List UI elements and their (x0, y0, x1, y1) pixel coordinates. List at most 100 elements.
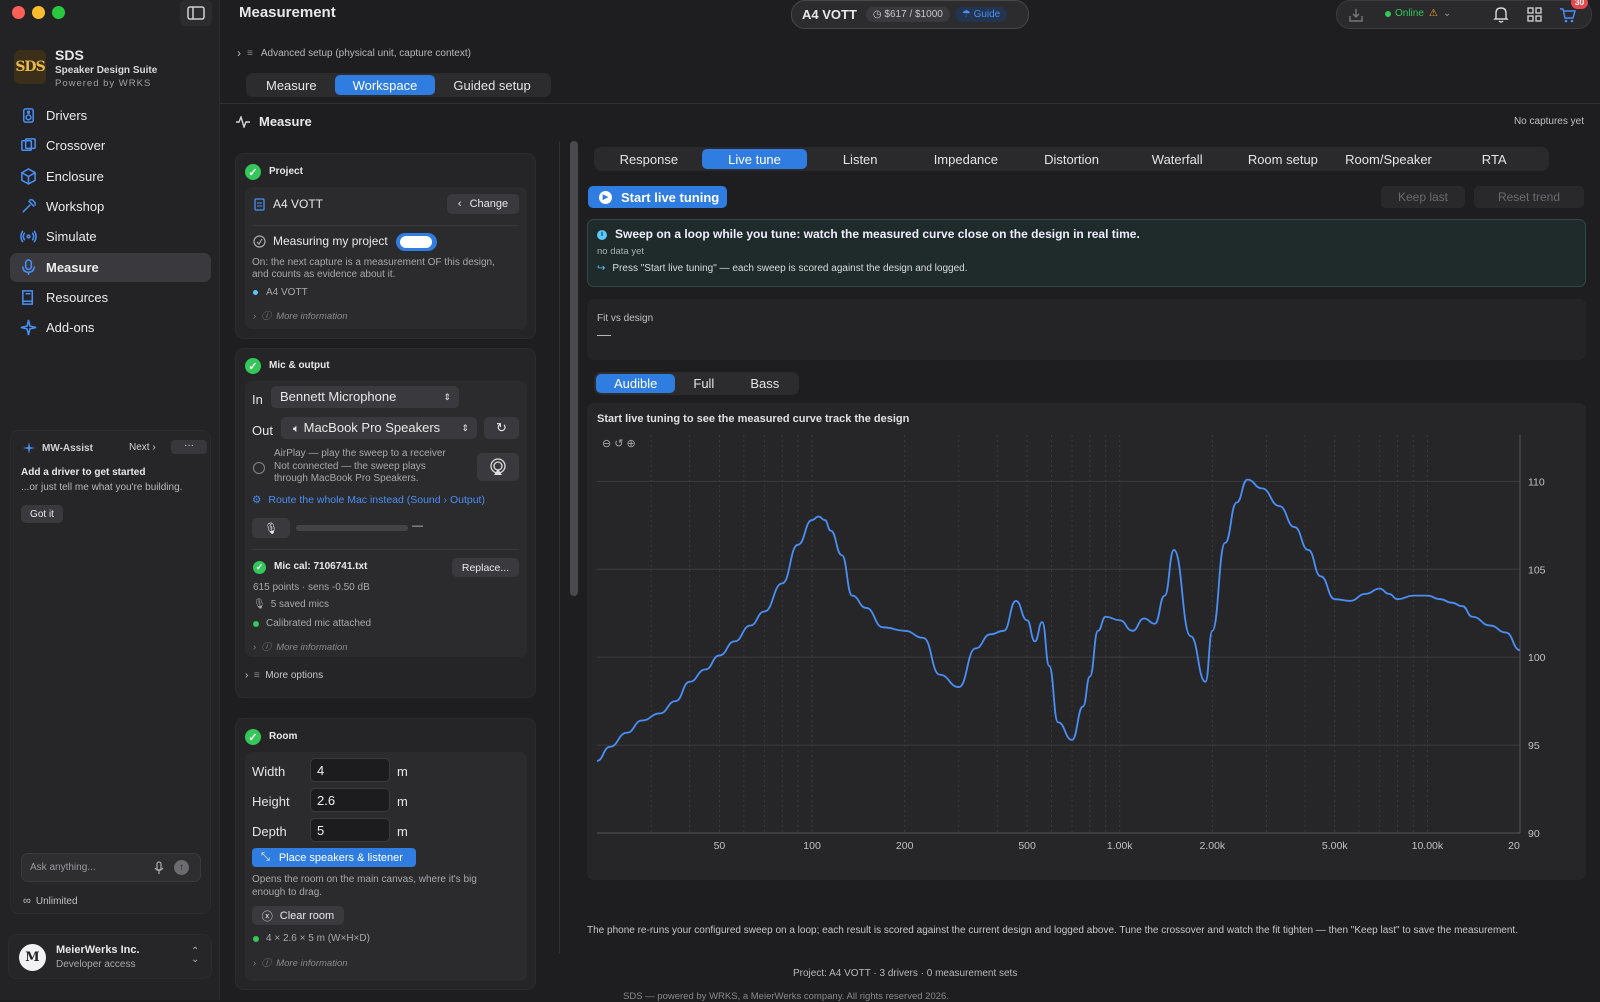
height-input[interactable]: 2.6 (310, 788, 390, 812)
more-options-toggle[interactable]: › ≡ More options (245, 670, 324, 681)
sidebar-item-simulate[interactable]: Simulate (10, 222, 211, 251)
tab-waterfall[interactable]: Waterfall (1151, 152, 1203, 167)
sidebar-item-workshop[interactable]: Workshop (10, 192, 211, 221)
replace-cal-button[interactable]: Replace... (452, 558, 519, 577)
tab-distortion[interactable]: Distortion (1044, 152, 1099, 167)
zoom-window-button[interactable] (52, 6, 65, 19)
plan-label: Unlimited (35, 895, 78, 907)
change-label: Change (469, 198, 509, 210)
output-device-select[interactable]: 🔈︎ MacBook Pro Speakers ⇕ (281, 417, 477, 439)
account-switcher[interactable]: M MeierWerks Inc. Developer access ⌃ ⌄ (8, 934, 212, 979)
chevron-updown-icon: ⇕ (461, 423, 469, 433)
x-tick-label: 50 (714, 840, 726, 852)
sidebar-item-add-ons[interactable]: Add-ons (10, 313, 211, 342)
zoom-out-icon[interactable]: ⊖ (602, 438, 612, 450)
airplay-icon (490, 458, 506, 475)
height-label: Height (252, 794, 290, 809)
width-unit: m (397, 764, 408, 779)
online-status[interactable]: Online ⚠ ⌄ (1385, 8, 1451, 19)
send-icon[interactable]: ↑ (174, 860, 189, 875)
more-info-toggle[interactable]: › ⓘ More information (253, 642, 348, 653)
tab-workspace[interactable]: Workspace (334, 75, 436, 95)
depth-input[interactable]: 5 (310, 818, 390, 842)
account-role: Developer access (56, 959, 136, 970)
reset-trend-button[interactable]: Reset trend (1474, 186, 1584, 208)
tab-room-speaker[interactable]: Room/Speaker (1345, 152, 1432, 167)
assist-more-button[interactable]: ··· (171, 440, 207, 454)
tab-room-setup[interactable]: Room setup (1247, 152, 1318, 167)
assist-next-button[interactable]: Next › (129, 442, 156, 453)
route-mac-link[interactable]: ⚙ Route the whole Mac instead (Sound › Ou… (252, 494, 485, 506)
scrollbar-thumb[interactable] (570, 141, 578, 596)
tab-rta[interactable]: RTA (1481, 152, 1507, 167)
place-desc-2: enough to drag. (252, 887, 323, 898)
sidebar-item-enclosure[interactable]: Enclosure (10, 162, 211, 191)
advanced-setup-toggle[interactable]: › ≡ Advanced setup (physical unit, captu… (237, 46, 471, 60)
level-value: — (412, 520, 423, 532)
saved-mics-label: 5 saved mics (270, 599, 330, 610)
project-pill[interactable]: A4 VOTT ◷ $617 / $1000 ☂ Guide (791, 0, 1029, 29)
grid-icon[interactable] (1527, 7, 1542, 22)
tab-listen[interactable]: Listen (842, 152, 878, 167)
infinity-icon: ∞ (23, 895, 31, 907)
measuring-toggle[interactable] (396, 233, 437, 251)
main-content: Measurement A4 VOTT ◷ $617 / $1000 ☂ Gui… (220, 0, 1600, 1002)
start-live-tuning-button[interactable]: ▶ Start live tuning (588, 186, 727, 208)
saved-mics[interactable]: 🎙︎ 5 saved mics (253, 599, 329, 610)
tab-measure[interactable]: Measure (266, 77, 317, 93)
assist-input[interactable]: Ask anything... ↑ (21, 853, 201, 882)
minimize-window-button[interactable] (32, 6, 45, 19)
input-device-select[interactable]: Bennett Microphone ⇕ (271, 386, 459, 408)
zoom-in-icon[interactable]: ⊕ (626, 438, 636, 450)
chevron-left-icon: ‹ (457, 198, 462, 210)
place-speakers-button[interactable]: ⤡ Place speakers & listener (252, 848, 416, 867)
room-dims: 4 × 2.6 × 5 m (W×H×D) (266, 933, 370, 944)
cart-icon[interactable] (1559, 7, 1576, 23)
range-tabs: Audible Full Bass (594, 372, 800, 395)
more-options-label: More options (265, 670, 324, 681)
tab-response[interactable]: Response (619, 152, 679, 167)
tab-guided-setup[interactable]: Guided setup (453, 77, 531, 93)
guide-button[interactable]: ☂ Guide (954, 7, 1008, 22)
sidebar-item-label: Workshop (46, 198, 105, 214)
tab-live-tune[interactable]: Live tune (701, 149, 808, 169)
close-circle-icon: ⓧ (261, 910, 273, 923)
status-dot-icon (1385, 10, 1391, 17)
project-tag: A4 VOTT (266, 287, 308, 298)
sidebar-item-crossover[interactable]: Crossover (10, 131, 211, 160)
width-input[interactable]: 4 (310, 758, 390, 782)
more-info-label: More information (276, 958, 348, 969)
sidebar-item-drivers[interactable]: Drivers (10, 101, 211, 130)
mic-level-button[interactable]: 🎙︎ (252, 518, 290, 538)
y-tick-label: 110 (1528, 476, 1545, 488)
column-divider (559, 141, 560, 953)
bell-icon[interactable] (1493, 6, 1509, 23)
range-tab-bass[interactable]: Bass (750, 376, 780, 391)
change-project-button[interactable]: ‹ Change (447, 194, 519, 214)
got-it-button[interactable]: Got it (21, 505, 63, 523)
captures-status: No captures yet (1513, 116, 1584, 127)
footer-project: Project: A4 VOTT · 3 drivers · 0 measure… (793, 968, 1018, 979)
toggle-sidebar-button[interactable] (180, 0, 212, 26)
response-chart[interactable]: 50 100 200 500 1.00k 2.00k 5.00k 10.00k 20 95 100 1… (587, 403, 1586, 880)
sidebar-item-resources[interactable]: Resources (10, 283, 211, 312)
refresh-button[interactable]: ↻ (484, 417, 519, 439)
keep-last-button[interactable]: Keep last (1381, 186, 1465, 208)
gauge-icon (253, 235, 266, 248)
more-info-toggle[interactable]: › ⓘ More information (253, 958, 348, 969)
reset-zoom-icon[interactable]: ↺ (614, 438, 624, 450)
mic-icon[interactable] (154, 861, 164, 875)
fit-panel: Fit vs design — (587, 299, 1586, 360)
sidebar-item-measure[interactable]: Measure (10, 252, 211, 282)
assist-title: MW-Assist (42, 442, 93, 454)
download-icon[interactable] (1348, 7, 1364, 23)
range-tab-audible[interactable]: Audible (596, 374, 676, 393)
airplay-button[interactable] (477, 453, 519, 481)
speaker-icon: 🔈︎ (293, 423, 300, 435)
tab-impedance[interactable]: Impedance (933, 152, 999, 167)
close-window-button[interactable] (12, 6, 25, 19)
route-mac-label: Route the whole Mac instead (Sound › Out… (268, 494, 485, 506)
more-info-toggle[interactable]: › ⓘ More information (253, 311, 348, 322)
clear-room-button[interactable]: ⓧ Clear room (252, 906, 344, 925)
range-tab-full[interactable]: Full (693, 376, 715, 391)
